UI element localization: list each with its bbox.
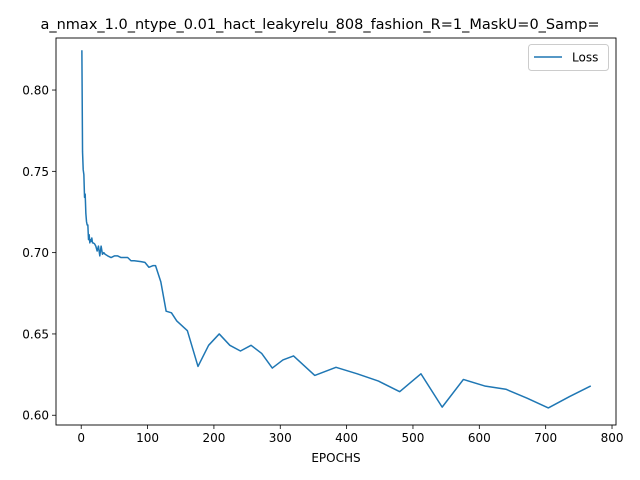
y-tick-label: 0.65 xyxy=(22,327,49,341)
loss-series-line xyxy=(81,50,592,409)
x-axis-ticks: 0 100 200 300 400 500 600 700 800 xyxy=(77,425,623,445)
x-tick-label: 800 xyxy=(601,431,624,445)
legend-label-loss: Loss xyxy=(572,51,598,65)
y-tick-label: 0.60 xyxy=(22,409,49,423)
x-tick-label: 700 xyxy=(534,431,557,445)
y-axis-ticks: 0.60 0.65 0.70 0.75 0.80 xyxy=(22,84,56,423)
x-tick-label: 400 xyxy=(335,431,358,445)
x-tick-label: 0 xyxy=(77,431,85,445)
y-tick-label: 0.75 xyxy=(22,165,49,179)
y-tick-label: 0.70 xyxy=(22,246,49,260)
plot-frame xyxy=(55,37,617,426)
x-tick-label: 100 xyxy=(136,431,159,445)
x-tick-label: 600 xyxy=(468,431,491,445)
legend-box xyxy=(528,44,609,71)
plot-layer xyxy=(81,50,592,409)
legend: Loss xyxy=(528,44,609,71)
x-axis-label: EPOCHS xyxy=(311,451,360,465)
x-tick-label: 300 xyxy=(269,431,292,445)
chart-title: a_nmax_1.0_ntype_0.01_hact_leakyrelu_808… xyxy=(40,17,599,33)
x-tick-label: 500 xyxy=(402,431,425,445)
y-tick-label: 0.80 xyxy=(22,84,49,98)
x-tick-label: 200 xyxy=(202,431,225,445)
